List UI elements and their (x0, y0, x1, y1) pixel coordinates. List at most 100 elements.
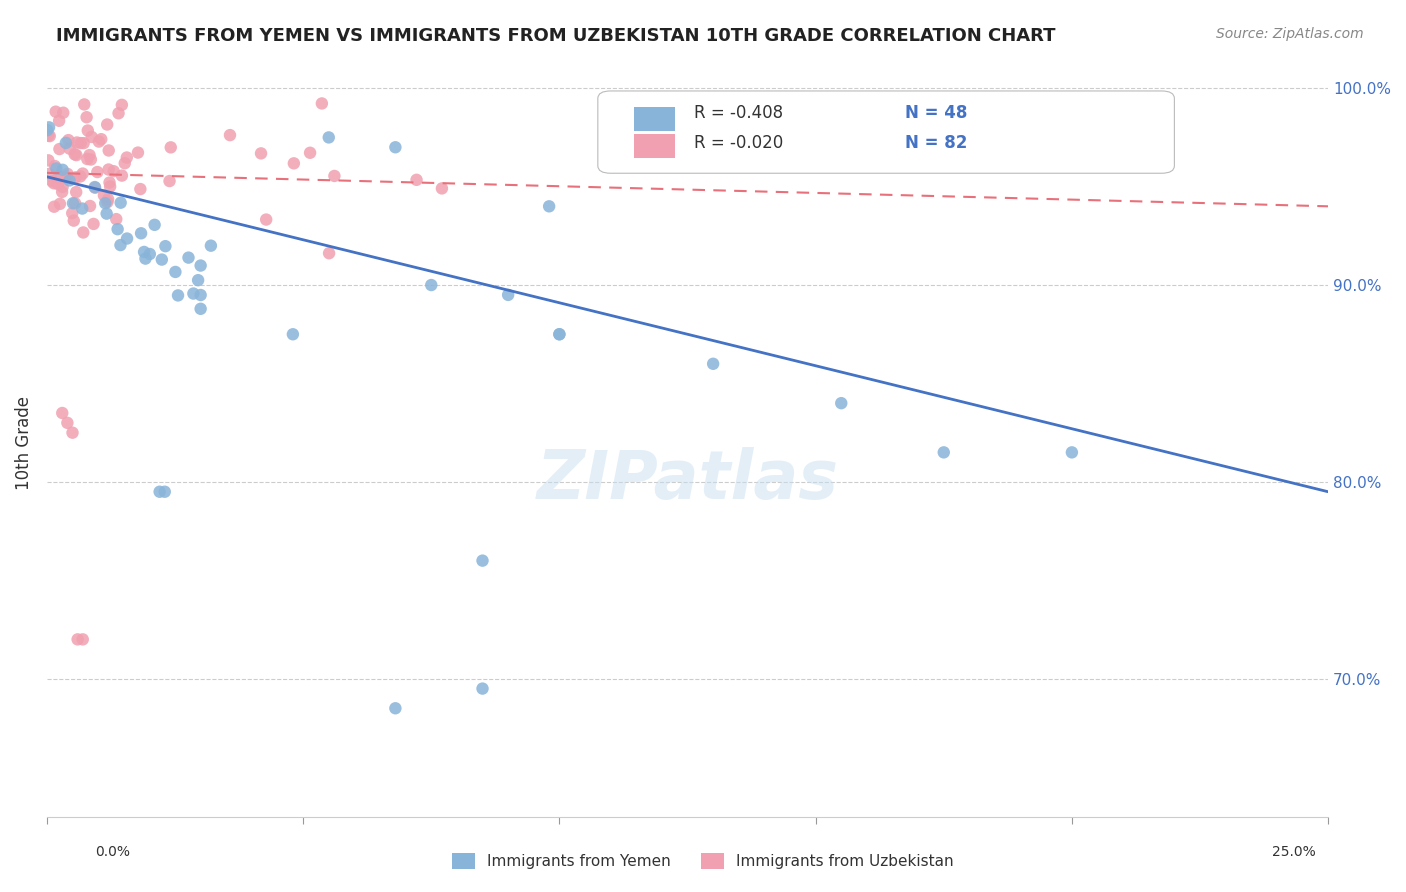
Point (46, 177, 69, 191)
Point (45, 104, 67, 119)
Point (471, 681, 494, 696)
Point (471, 554, 494, 568)
Text: 0.0%: 0.0% (96, 846, 129, 859)
Point (183, 286, 205, 301)
Point (110, 195, 132, 210)
Point (132, 244, 155, 259)
Point (90, 132, 112, 146)
Point (94, 196, 117, 211)
Point (150, 252, 173, 267)
Text: ZIPatlas: ZIPatlas (537, 447, 838, 513)
Point (72, 632, 94, 647)
Point (110, 238, 132, 252)
Point (98, 179, 121, 194)
Point (103, 164, 125, 178)
Y-axis label: 10th Grade: 10th Grade (15, 395, 32, 490)
Point (281, 327, 304, 342)
Point (72, 226, 94, 240)
Point (37, 123, 59, 137)
Point (69, 169, 91, 184)
Point (48, 169, 70, 184)
Point (76, 123, 98, 137)
Point (97, 144, 120, 158)
Point (155, 239, 177, 253)
Point (111, 169, 134, 183)
Point (384, 140, 406, 154)
Point (254, 212, 277, 227)
Point (111, 98, 134, 112)
Point (73, 97, 96, 112)
Point (384, 701, 406, 715)
Point (44, 159, 66, 173)
Point (318, 130, 340, 145)
Point (87, 135, 110, 149)
Point (38, 129, 60, 144)
Point (66, 136, 89, 150)
Point (83, 217, 105, 231)
Legend: Immigrants from Yemen, Immigrants from Uzbekistan: Immigrants from Yemen, Immigrants from U… (446, 847, 960, 875)
Point (134, 252, 156, 266)
Point (80, 153, 103, 167)
Point (149, 484, 172, 499)
Text: N = 48: N = 48 (905, 104, 967, 122)
Point (59, 142, 82, 156)
Point (37, 167, 59, 181)
Point (177, 251, 200, 265)
Point (80, 130, 103, 145)
Point (84, 181, 107, 195)
Point (62, 213, 84, 227)
Point (65, 185, 87, 199)
Point (96, 118, 118, 132)
Point (72, 167, 94, 181)
Point (96, 195, 118, 210)
Point (496, 288, 519, 302)
Point (139, 247, 162, 261)
FancyBboxPatch shape (634, 107, 675, 130)
Point (702, 357, 724, 371)
Point (83, 180, 105, 194)
Point (97, 192, 120, 206)
Point (190, 301, 212, 316)
Point (129, 182, 152, 196)
Point (538, 199, 561, 213)
Point (932, 445, 955, 459)
Point (42, 200, 65, 214)
Point (129, 227, 152, 241)
Point (49, 197, 72, 211)
Text: R = -0.020: R = -0.020 (695, 135, 783, 153)
Point (323, 169, 346, 183)
Point (405, 173, 427, 187)
Point (420, 278, 443, 293)
Point (115, 151, 138, 165)
Point (97, 162, 120, 177)
Text: 25.0%: 25.0% (1271, 846, 1316, 859)
Point (107, 106, 129, 120)
Point (62, 196, 84, 211)
Point (1060, 445, 1083, 459)
Point (42, 176, 65, 190)
Point (51, 185, 73, 199)
Point (56, 167, 79, 181)
Point (63, 196, 86, 211)
Point (548, 327, 571, 342)
Point (73, 136, 96, 150)
Point (69, 136, 91, 150)
Point (96, 206, 118, 220)
Point (65, 148, 87, 162)
Point (48, 142, 70, 156)
Point (299, 145, 322, 160)
Text: R = -0.408: R = -0.408 (695, 104, 783, 122)
Point (105, 212, 128, 227)
Point (72, 202, 94, 216)
Point (63, 147, 86, 161)
Point (56, 416, 79, 430)
Point (200, 238, 222, 252)
Point (52, 162, 75, 177)
Point (60, 206, 83, 220)
FancyBboxPatch shape (598, 91, 1174, 173)
Text: N = 82: N = 82 (905, 135, 967, 153)
Point (86, 165, 108, 179)
Point (143, 218, 166, 232)
Point (79, 148, 101, 162)
Point (115, 231, 138, 245)
